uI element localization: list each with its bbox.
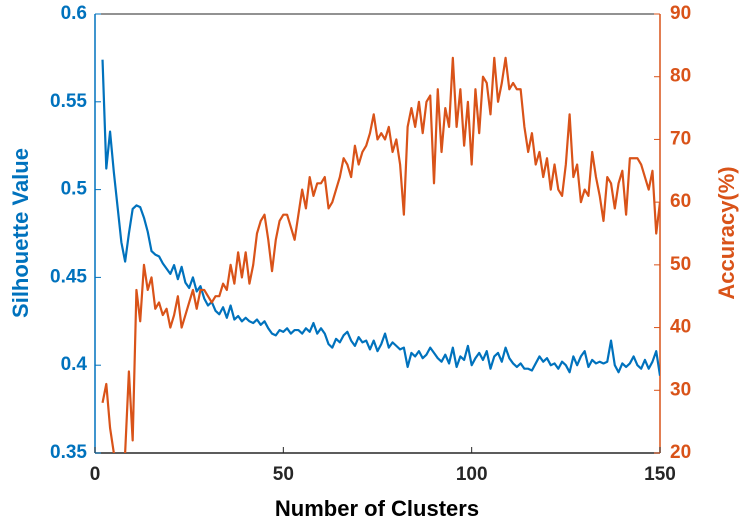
y2-tick-label: 90 (670, 3, 691, 24)
y2-tick-label: 30 (670, 379, 691, 400)
y2-tick-label: 20 (670, 442, 691, 463)
y2-tick-label: 60 (670, 191, 691, 212)
x-tick-label: 50 (273, 464, 294, 485)
y-tick-label: 0.45 (50, 266, 87, 287)
y-tick-label: 0.4 (61, 354, 88, 375)
x-tick-label: 100 (456, 464, 488, 485)
x-axis-label: Number of Clusters (275, 496, 479, 521)
y2-axis-label: Accuracy(%) (714, 166, 739, 299)
y-tick-label: 0.55 (50, 91, 87, 112)
y2-tick-label: 70 (670, 128, 691, 149)
y-tick-label: 0.35 (50, 442, 87, 463)
x-tick-label: 0 (90, 464, 101, 485)
y2-tick-label: 80 (670, 66, 691, 87)
y2-tick-label: 50 (670, 254, 691, 275)
y-axis-label: Silhouette Value (8, 148, 33, 318)
y-tick-label: 0.6 (61, 3, 87, 24)
y-tick-label: 0.5 (61, 179, 88, 200)
series-line (101, 59, 660, 376)
series-line (101, 56, 660, 453)
x-tick-label: 150 (644, 464, 676, 485)
y2-tick-label: 40 (670, 317, 691, 338)
